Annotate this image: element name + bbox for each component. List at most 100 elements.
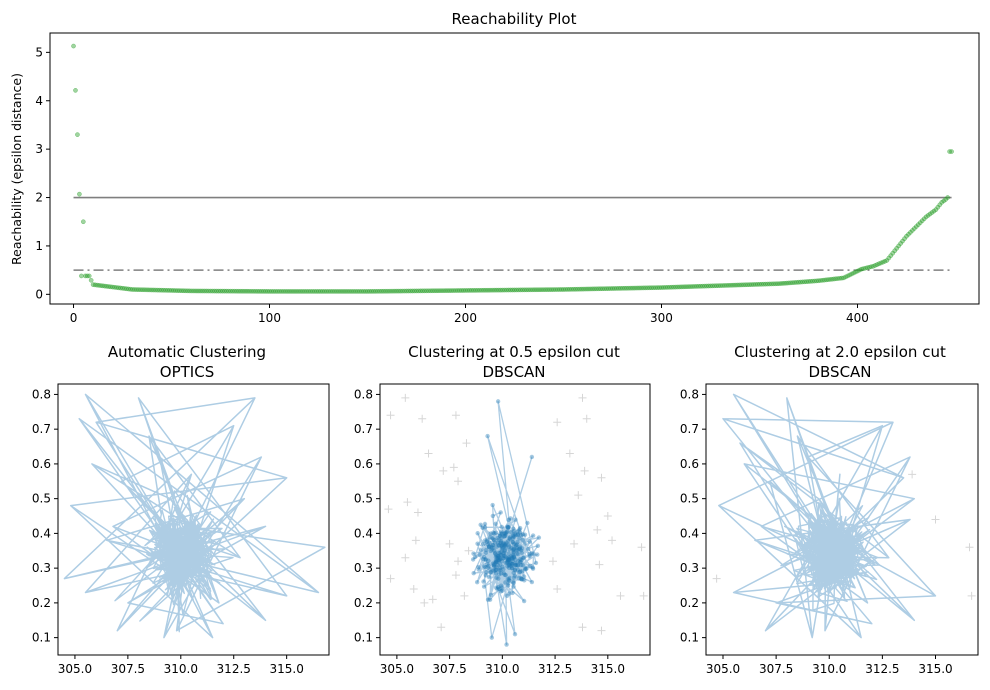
cluster-point: [510, 540, 516, 545]
cluster-point: [503, 533, 508, 538]
cluster-point: [507, 536, 512, 541]
cluster-point: [488, 570, 493, 575]
cluster-point: [498, 533, 503, 539]
y-tick-label: 0.4: [354, 526, 373, 540]
cluster-point: [506, 562, 511, 568]
cluster-point: [513, 543, 519, 549]
cluster-point: [502, 534, 507, 539]
y-tick-label: 3: [35, 142, 43, 156]
cluster-point: [511, 554, 517, 559]
cluster-point: [519, 577, 525, 582]
dbscan05-cluster-points: [470, 399, 542, 647]
cluster-point: [508, 560, 513, 566]
cluster-point: [482, 521, 488, 527]
cluster-point: [530, 566, 536, 571]
cluster-point: [519, 557, 524, 563]
x-tick-label: 307.5: [111, 662, 145, 676]
cluster-point: [490, 543, 496, 548]
noise-point: [639, 591, 648, 600]
cluster-point: [487, 597, 493, 602]
cluster-point: [493, 560, 498, 565]
cluster-point: [489, 635, 494, 640]
cluster-point: [535, 543, 541, 549]
cluster-point: [505, 583, 511, 588]
cluster-point: [510, 556, 515, 562]
cluster-point: [519, 548, 524, 553]
cluster-point: [497, 533, 503, 538]
cluster-path: [780, 497, 881, 611]
cluster-point: [485, 541, 490, 547]
dbscan20-cluster-path: [718, 393, 937, 639]
cluster-point: [503, 530, 508, 536]
cluster-point: [504, 560, 510, 565]
cluster-point: [519, 576, 524, 582]
cluster-point: [499, 524, 504, 530]
cluster-point: [501, 555, 506, 561]
cluster-point: [493, 554, 499, 560]
cluster-point: [490, 513, 496, 519]
cluster-point: [491, 568, 496, 573]
y-tick-label: 0.8: [354, 387, 373, 401]
cluster-point: [522, 541, 528, 546]
reachability-point: [77, 191, 82, 197]
cluster-point: [496, 555, 502, 560]
cluster-point: [498, 556, 503, 561]
cluster-point: [518, 562, 524, 568]
cluster-point: [502, 547, 508, 553]
cluster-point: [497, 558, 502, 563]
y-tick-label: 2: [35, 191, 43, 205]
cluster-point: [486, 574, 492, 580]
cluster-point: [521, 598, 527, 604]
cluster-point: [511, 584, 516, 589]
cluster-point: [511, 547, 516, 553]
cluster-point: [505, 557, 510, 562]
cluster-point: [475, 541, 480, 546]
cluster-path: [472, 400, 540, 646]
optics-title-line2: OPTICS: [160, 363, 214, 381]
cluster-point: [497, 550, 502, 556]
cluster-point: [497, 557, 503, 562]
cluster-point: [499, 531, 505, 536]
noise-point: [553, 584, 562, 593]
cluster-point: [510, 552, 516, 557]
cluster-point: [513, 517, 518, 522]
reachability-point: [75, 132, 80, 137]
dbscan-20-plot: Clustering at 2.0 epsilon cut DBSCAN 305…: [680, 343, 979, 676]
cluster-point: [507, 563, 512, 568]
noise-point: [454, 477, 463, 486]
cluster-point: [508, 536, 513, 542]
cluster-point: [506, 557, 512, 562]
cluster-point: [517, 525, 523, 531]
cluster-point: [478, 522, 483, 527]
cluster-point: [521, 574, 527, 579]
cluster-point: [512, 568, 518, 573]
y-tick-label: 0.1: [680, 631, 699, 645]
cluster-point: [486, 544, 492, 550]
cluster-point: [507, 535, 513, 540]
cluster-point: [517, 546, 522, 552]
cluster-point: [503, 554, 508, 559]
cluster-point: [484, 570, 489, 575]
cluster-point: [509, 563, 514, 569]
y-tick-label: 0.5: [32, 492, 51, 506]
noise-point: [574, 491, 583, 500]
x-tick-label: 400: [846, 311, 869, 325]
cluster-point: [501, 531, 507, 536]
cluster-point: [493, 585, 499, 590]
dbscan05-noise-points: [384, 393, 648, 635]
cluster-point: [507, 557, 512, 563]
cluster-point: [503, 572, 508, 578]
x-tick-label: 100: [258, 311, 281, 325]
cluster-point: [499, 549, 504, 554]
cluster-point: [506, 562, 512, 567]
cluster-point: [520, 555, 526, 561]
cluster-point: [518, 533, 524, 538]
cluster-point: [507, 591, 512, 596]
cluster-point: [519, 546, 524, 551]
cluster-point: [511, 575, 517, 580]
noise-point: [967, 591, 976, 600]
cluster-point: [498, 538, 504, 544]
noise-point: [403, 498, 412, 507]
cluster-point: [506, 557, 511, 563]
cluster-point: [512, 531, 518, 536]
